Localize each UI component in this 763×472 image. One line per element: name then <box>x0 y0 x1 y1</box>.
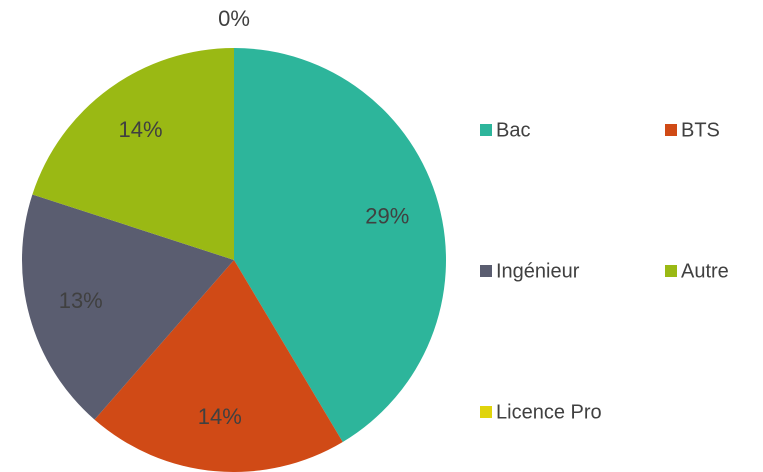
legend-label: Bac <box>496 119 530 141</box>
slice-label: 13% <box>59 288 103 313</box>
legend-label: Licence Pro <box>496 401 602 423</box>
pie-slice <box>94 260 343 472</box>
pie-slice <box>32 48 234 260</box>
legend-label: Autre <box>681 260 729 282</box>
legend-swatch <box>480 406 492 418</box>
slice-label: 14% <box>119 117 163 142</box>
legend-label: BTS <box>681 119 720 141</box>
pie-slice <box>234 48 446 442</box>
slice-label: 0% <box>218 6 250 31</box>
legend-swatch <box>480 124 492 136</box>
slice-label: 29% <box>365 204 409 229</box>
pie-slice <box>22 194 234 420</box>
slice-label: 14% <box>198 404 242 429</box>
legend-swatch <box>665 124 677 136</box>
legend-swatch <box>480 265 492 277</box>
legend-swatch <box>665 265 677 277</box>
legend-label: Ingénieur <box>496 260 580 282</box>
